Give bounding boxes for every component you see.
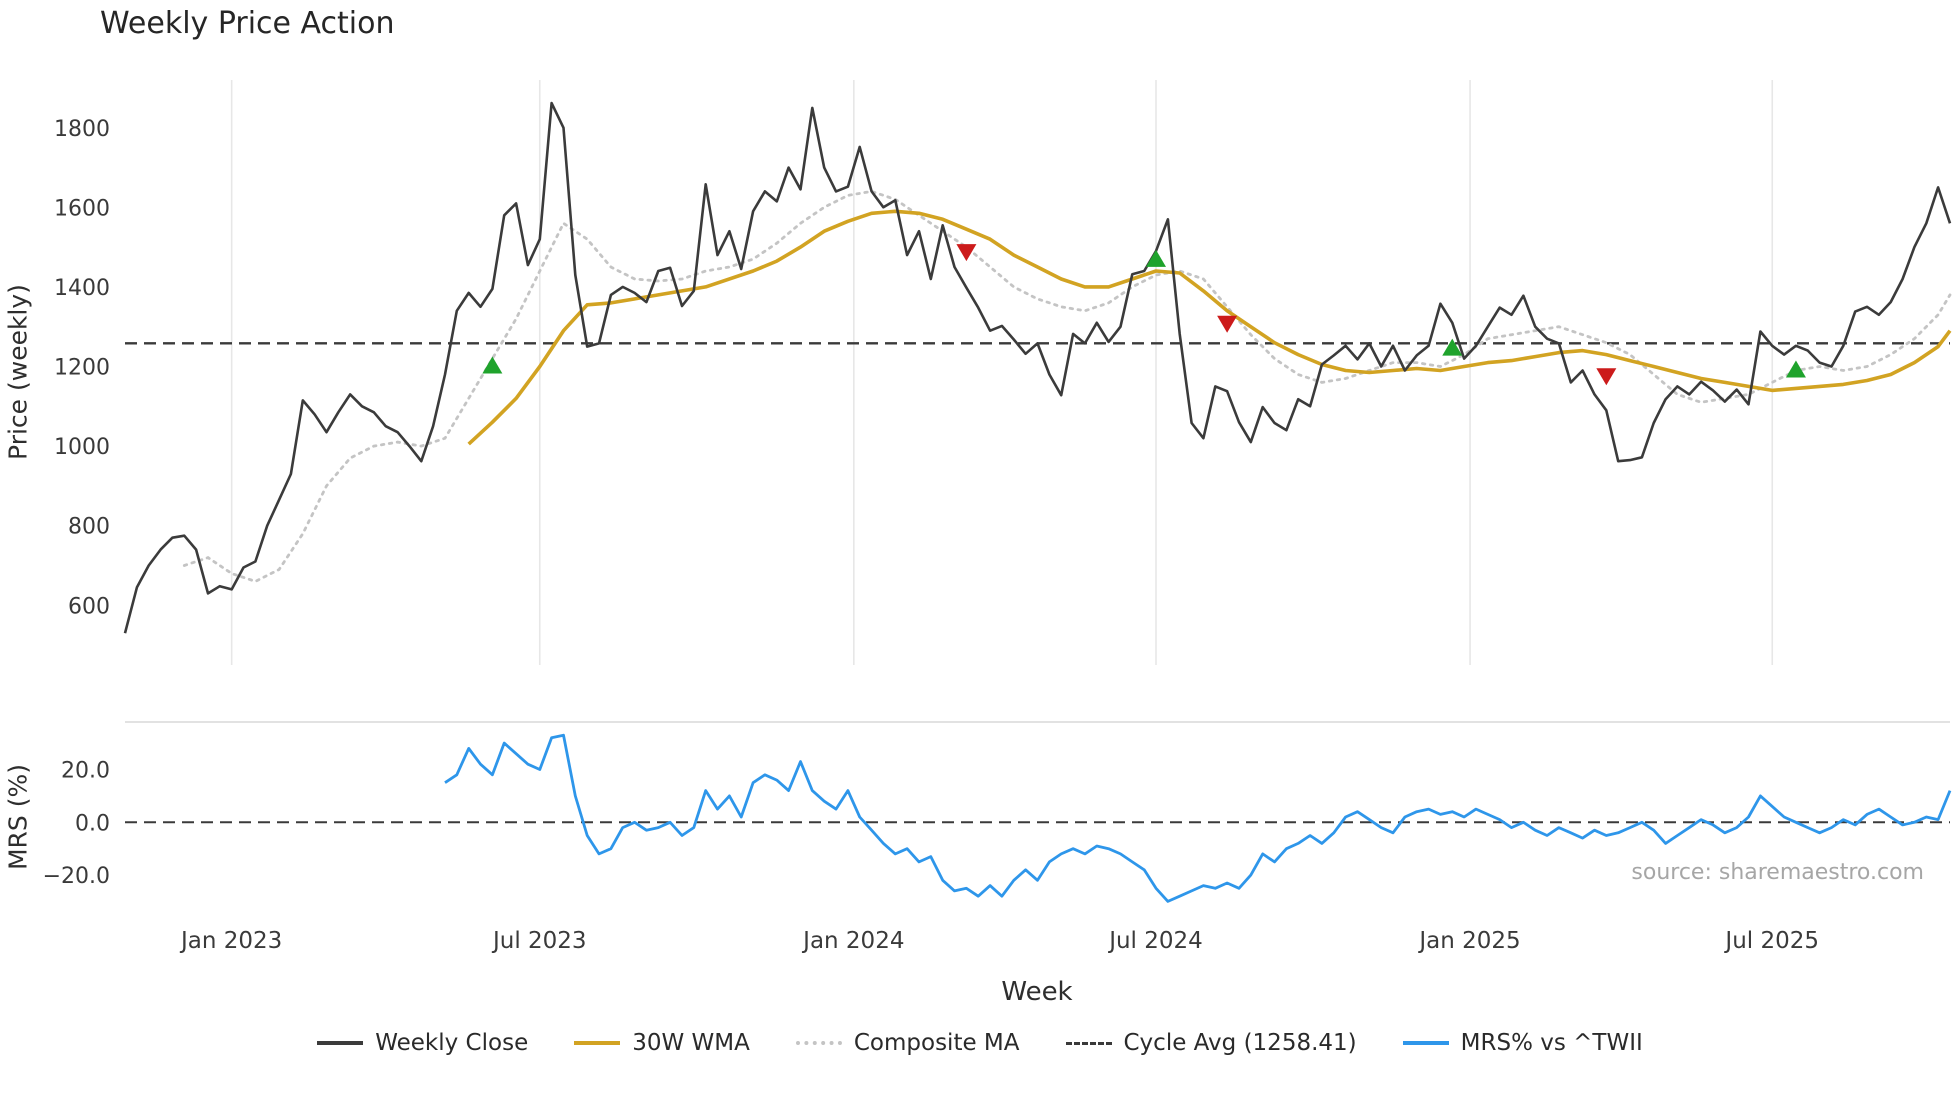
sell-signal-marker [1217,315,1238,333]
composite-ma-line [182,189,1952,583]
composite-ma-line-swatch [795,1041,842,1045]
legend-label-wma30: 30W WMA [632,1030,750,1056]
legend-item-wma30: 30W WMA [574,1030,750,1056]
mrs-line [444,733,1952,903]
x-tick-label: Jul 2025 [1723,928,1819,954]
legend-item-cycle-avg: Cycle Avg (1258.41) [1065,1030,1357,1056]
source-credit: source: sharemaestro.com [1631,860,1924,885]
sell-signal-marker [1596,368,1617,386]
x-tick-label: Jan 2023 [179,928,282,954]
x-tick-label: Jul 2024 [1107,928,1203,954]
price-tick-label: 1400 [54,276,110,301]
legend-label-composite-ma: Composite MA [853,1030,1020,1056]
price-tick-label: 1800 [54,117,110,142]
mrs-tick-label: 20.0 [61,759,110,784]
legend-item-composite-ma: Composite MA [795,1030,1020,1056]
sell-signal-marker [956,244,977,262]
price-tick-label: 800 [68,515,110,540]
legend-label-mrs: MRS% vs ^TWII [1460,1030,1643,1056]
mrs-line-swatch [1402,1041,1449,1045]
wma30-line [467,209,1952,446]
weekly-close-line-swatch [317,1041,364,1045]
cycle-avg-line-swatch [1065,1041,1112,1045]
mrs-axis-label: MRS (%) [3,763,33,871]
legend: Weekly Close 30W WMA Composite MA Cycle … [0,1030,1960,1056]
price-tick-label: 1600 [54,196,110,221]
weekly-close-line [123,101,1952,634]
x-tick-label: Jul 2023 [491,928,587,954]
legend-label-cycle-avg: Cycle Avg (1258.41) [1123,1030,1357,1056]
legend-item-weekly-close: Weekly Close [317,1030,528,1056]
buy-signal-marker [1146,249,1167,267]
buy-signal-marker [482,356,503,374]
price-axis-label: Price (weekly) [3,284,33,460]
legend-label-weekly-close: Weekly Close [375,1030,529,1056]
price-tick-label: 1200 [54,356,110,381]
chart-title: Weekly Price Action [100,6,395,41]
x-tick-label: Jan 2025 [1417,928,1520,954]
x-axis-label: Week [1001,977,1073,1007]
buy-signal-marker [1442,338,1463,356]
price-tick-label: 1000 [54,435,110,460]
mrs-tick-label: 0.0 [75,811,110,836]
price-tick-label: 600 [68,594,110,619]
legend-item-mrs: MRS% vs ^TWII [1402,1030,1643,1056]
mrs-tick-label: −20.0 [43,864,110,889]
wma30-line-swatch [574,1041,621,1045]
buy-signal-marker [1785,360,1806,378]
x-tick-label: Jan 2024 [801,928,904,954]
